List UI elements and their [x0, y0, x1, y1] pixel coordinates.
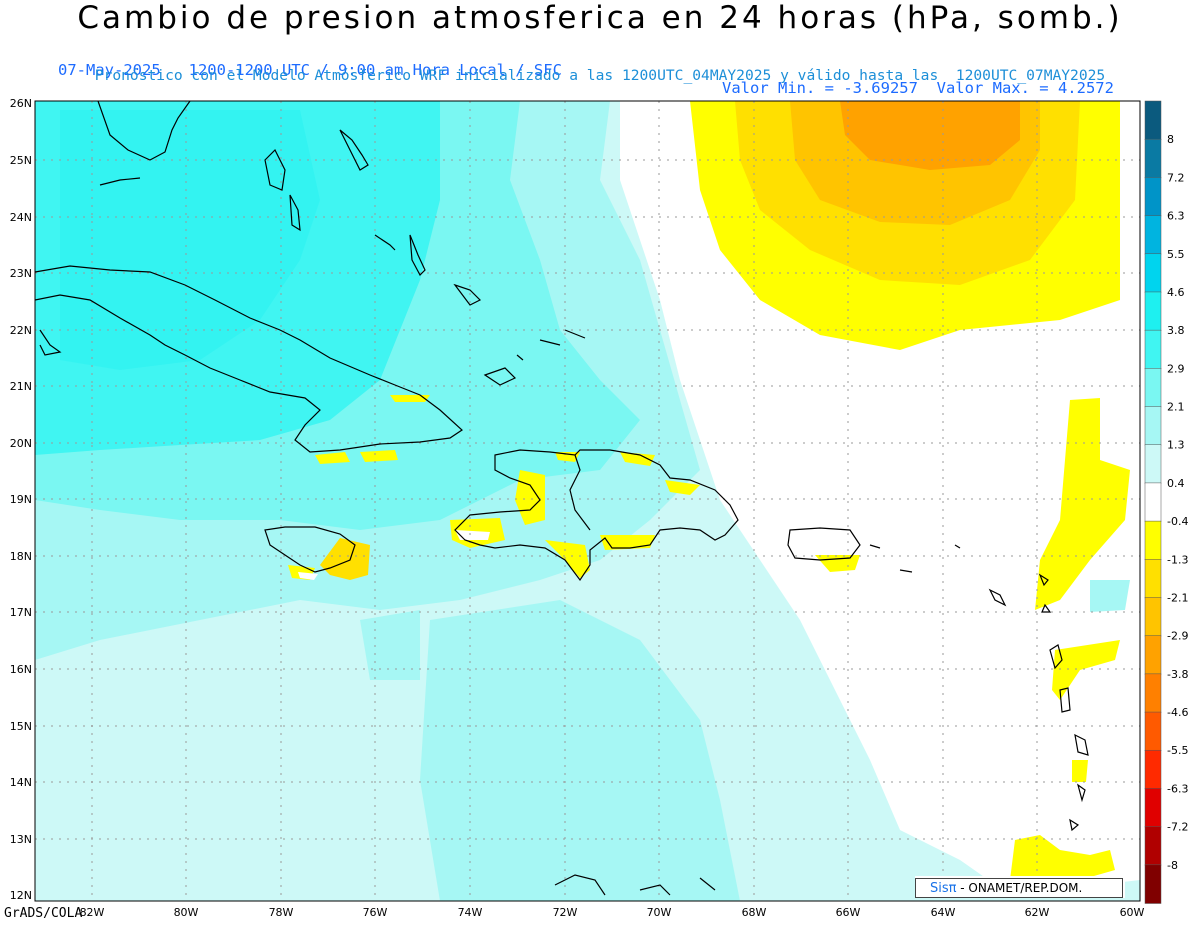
colorbar: 8 7.2 6.3 5.5 4.6 3.8 2.9 2.1 1.3 0.4 -0.4 -1.3 -2.1… [1144, 100, 1188, 904]
colorbar-label: -7.2 [1167, 821, 1188, 834]
brand-box: Sisπ - ONAMET/REP.DOM. [915, 878, 1123, 898]
lat-label: 26N [10, 97, 32, 110]
lon-label: 82W [80, 906, 105, 919]
colorbar-label: -8 [1167, 859, 1178, 872]
colorbar-swatch [1144, 711, 1162, 751]
colorbar-swatch [1144, 826, 1162, 866]
colorbar-swatch [1144, 864, 1162, 904]
shaded-field [35, 101, 1140, 901]
lat-label: 19N [10, 493, 32, 506]
lon-label: 74W [458, 906, 483, 919]
colorbar-label: -4.6 [1167, 706, 1188, 719]
colorbar-swatch [1144, 177, 1162, 217]
lon-label: 60W [1120, 906, 1145, 919]
colorbar-swatch [1144, 100, 1162, 140]
colorbar-swatch [1144, 673, 1162, 713]
colorbar-label: -3.8 [1167, 668, 1188, 681]
lat-label: 14N [10, 776, 32, 789]
colorbar-label: 5.5 [1167, 248, 1185, 261]
lon-label: 68W [742, 906, 767, 919]
colorbar-label: -1.3 [1167, 553, 1188, 566]
lat-label: 24N [10, 211, 32, 224]
subtitle-model: Pronóstico con el Modelo Atmósferico WRF… [94, 67, 1106, 84]
lat-label: 22N [10, 324, 32, 337]
colorbar-swatch [1144, 253, 1162, 293]
lon-label: 62W [1025, 906, 1050, 919]
colorbar-swatch [1144, 368, 1162, 408]
lon-axis: 82W 80W 78W 76W 74W 72W 70W 68W 66W 64W … [80, 906, 1145, 919]
colorbar-swatch [1144, 788, 1162, 828]
subtitle-line: 07-May-2025 1200-1200 UTC / 9:00 am Hora… [0, 43, 1200, 97]
lat-label: 23N [10, 267, 32, 280]
lat-label: 17N [10, 606, 32, 619]
colorbar-swatch [1144, 329, 1162, 370]
colorbar-label: -6.3 [1167, 782, 1188, 795]
lat-label: 25N [10, 154, 32, 167]
lon-label: 78W [269, 906, 294, 919]
colorbar-label: 1.3 [1167, 439, 1185, 452]
colorbar-label: 6.3 [1167, 210, 1185, 223]
colorbar-swatch [1144, 215, 1162, 255]
map-frame [34, 100, 1141, 902]
lat-label: 15N [10, 720, 32, 733]
graticule [35, 101, 1140, 901]
lon-label: 66W [836, 906, 861, 919]
colorbar-label: 7.2 [1167, 171, 1185, 184]
colorbar-label: -2.9 [1167, 630, 1188, 643]
colorbar-label: -5.5 [1167, 744, 1188, 757]
lat-label: 20N [10, 437, 32, 450]
lat-label: 21N [10, 380, 32, 393]
colorbar-swatch [1144, 138, 1162, 179]
colorbar-label: -2.1 [1167, 591, 1188, 604]
lat-label: 18N [10, 550, 32, 563]
lat-label: 16N [10, 663, 32, 676]
lon-label: 76W [363, 906, 388, 919]
coastlines [35, 101, 1089, 896]
colorbar-label: -0.4 [1167, 515, 1188, 528]
colorbar-label: 8 [1167, 133, 1174, 146]
colorbar-swatch [1144, 482, 1162, 522]
lon-label: 64W [931, 906, 956, 919]
subtitle-minmax: Valor Min. = -3.69257 Valor Max. = 4.257… [722, 79, 1114, 97]
colorbar-swatch [1144, 520, 1162, 561]
colorbar-swatch [1144, 291, 1162, 331]
colorbar-swatch [1144, 749, 1162, 790]
colorbar-label: 4.6 [1167, 286, 1185, 299]
page-title: Cambio de presion atmosferica en 24 hora… [77, 0, 1123, 36]
colorbar-label: 2.9 [1167, 362, 1185, 375]
lat-label: 12N [10, 889, 32, 902]
brand-text: - ONAMET/REP.DOM. [956, 881, 1083, 895]
brand-logo: Sisπ [930, 881, 957, 896]
grads-credit: GrADS/COLA [4, 906, 83, 921]
colorbar-swatch [1144, 597, 1162, 637]
subtitle-date: 07-May-2025 1200-1200 UTC / 9:00 am Hora… [58, 61, 562, 79]
lon-label: 72W [553, 906, 578, 919]
colorbar-swatch [1144, 635, 1162, 675]
colorbar-label: 0.4 [1167, 477, 1185, 490]
colorbar-swatch [1144, 444, 1162, 484]
colorbar-label: 2.1 [1167, 401, 1185, 414]
lat-label: 13N [10, 833, 32, 846]
colorbar-swatch [1144, 406, 1162, 446]
lon-label: 80W [174, 906, 199, 919]
lon-label: 70W [647, 906, 672, 919]
colorbar-label: 3.8 [1167, 324, 1185, 337]
lat-axis: 26N 25N 24N 23N 22N 21N 20N 19N 18N 17N … [10, 97, 32, 902]
colorbar-swatch [1144, 559, 1162, 599]
